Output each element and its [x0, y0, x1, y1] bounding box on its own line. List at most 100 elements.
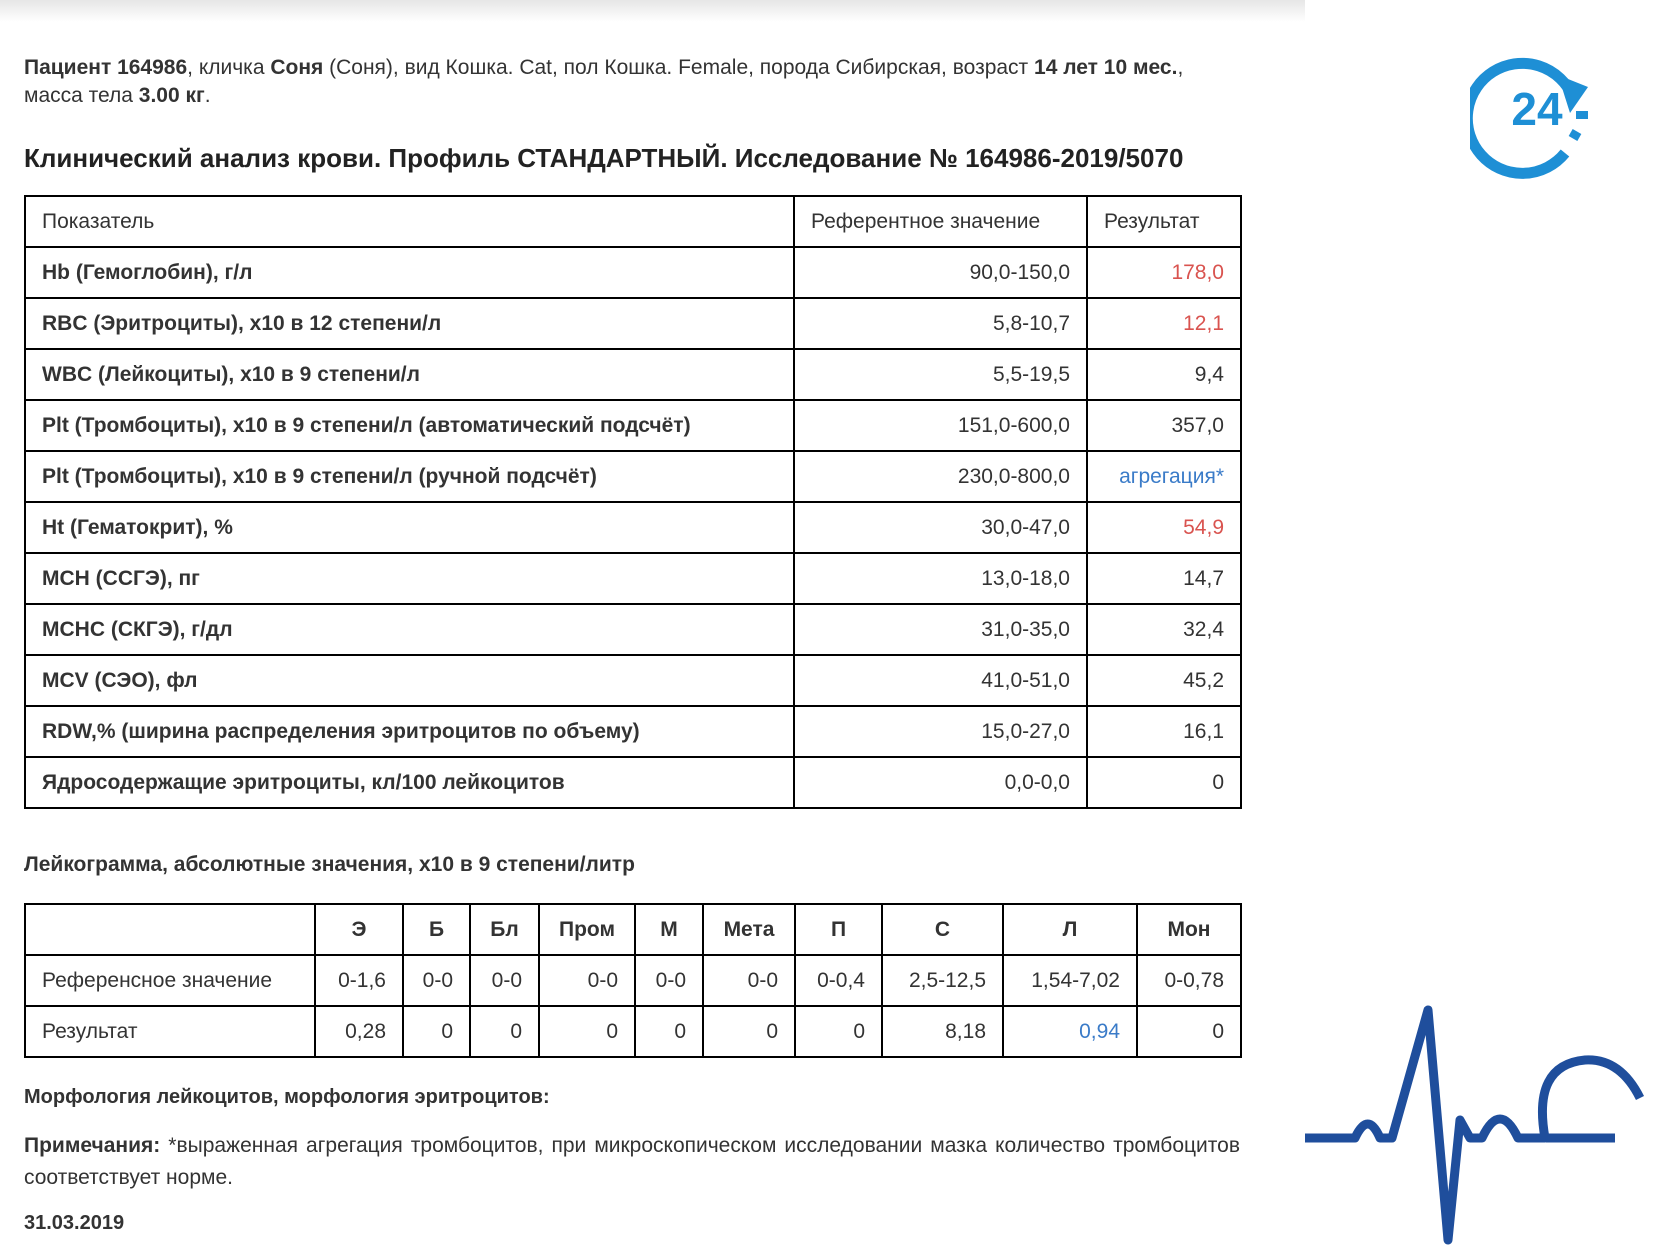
reference: 30,0-47,0: [793, 501, 1088, 554]
header-cell: Пром: [538, 903, 636, 956]
value: 0,94: [1002, 1005, 1138, 1058]
value: 8,18: [881, 1005, 1004, 1058]
header-cell: С: [881, 903, 1004, 956]
header-cell: Л: [1002, 903, 1138, 956]
result: агрегация*: [1086, 450, 1242, 503]
data-row: Plt (Тромбоциты), x10 в 9 степени/л (авт…: [24, 399, 1242, 452]
header-cell: Б: [402, 903, 471, 956]
data-row: MCH (ССГЭ), пг 13,0-18,0 14,7: [24, 552, 1242, 605]
reference: 151,0-600,0: [793, 399, 1088, 452]
header-cell: Показатель: [24, 195, 795, 248]
logo-24: 24: [1470, 57, 1588, 179]
logo-dash: [1576, 111, 1588, 119]
value: 0-0: [402, 954, 471, 1007]
result: 54,9: [1086, 501, 1242, 554]
reference: 13,0-18,0: [793, 552, 1088, 605]
reference: 5,5-19,5: [793, 348, 1088, 401]
header-cell: Референтное значение: [793, 195, 1088, 248]
result: 12,1: [1086, 297, 1242, 350]
logo-arc: [1470, 57, 1579, 179]
notes-label: Примечания:: [24, 1134, 161, 1157]
value: 2,5-12,5: [881, 954, 1004, 1007]
patient-info: Пациент 164986, кличка Соня (Соня), вид …: [24, 54, 1240, 110]
value: 0: [794, 1005, 883, 1058]
reference: 230,0-800,0: [793, 450, 1088, 503]
parameter: Hb (Гемоглобин), г/л: [24, 246, 795, 299]
data-row: Ht (Гематокрит), % 30,0-47,0 54,9: [24, 501, 1242, 554]
result: 0: [1086, 756, 1242, 809]
header-row: Показатель Референтное значение Результат: [24, 195, 1242, 248]
parameter: Ядросодержащие эритроциты, кл/100 лейкоц…: [24, 756, 795, 809]
data-row: Plt (Тромбоциты), x10 в 9 степени/л (руч…: [24, 450, 1242, 503]
patient-part: 3.00 кг: [138, 84, 205, 107]
header-cell: П: [794, 903, 883, 956]
notes: Примечания: *выраженная агрегация тромбо…: [24, 1130, 1240, 1194]
header-cell: Результат: [1086, 195, 1242, 248]
data-row: MCHC (СКГЭ), г/дл 31,0-35,0 32,4: [24, 603, 1242, 656]
logo-dash: [1568, 129, 1582, 141]
data-row: Референсное значение 0-1,6 0-0 0-0 0-0 0-0 0-0…: [24, 954, 1242, 1007]
reference: 41,0-51,0: [793, 654, 1088, 707]
header-cell: Мета: [702, 903, 796, 956]
parameter: Plt (Тромбоциты), x10 в 9 степени/л (авт…: [24, 399, 795, 452]
data-row: RBC (Эритроциты), x10 в 12 степени/л 5,8-…: [24, 297, 1242, 350]
header-cell: Бл: [469, 903, 540, 956]
leukogram-title: Лейкограмма, абсолютные значения, x10 в …: [24, 853, 635, 876]
value: 0: [1136, 1005, 1242, 1058]
value: 0-0,4: [794, 954, 883, 1007]
notes-text: *выраженная агрегация тромбоцитов, при м…: [24, 1134, 1240, 1189]
result: 32,4: [1086, 603, 1242, 656]
data-row: WBC (Лейкоциты), x10 в 9 степени/л 5,5-19…: [24, 348, 1242, 401]
patient-part: .: [204, 84, 211, 107]
value: 0-0: [469, 954, 540, 1007]
value: 0-0,78: [1136, 954, 1242, 1007]
value: 0-0: [702, 954, 796, 1007]
corner-cell: [24, 903, 316, 956]
header-cell: Мон: [1136, 903, 1242, 956]
patient-part: Соня: [270, 56, 324, 79]
result: 14,7: [1086, 552, 1242, 605]
patient-part: 14 лет 10 мес.: [1034, 56, 1178, 79]
parameter: Plt (Тромбоциты), x10 в 9 степени/л (руч…: [24, 450, 795, 503]
date: 31.03.2019: [24, 1212, 125, 1234]
value: 0: [634, 1005, 704, 1058]
heartbeat-line: [1305, 1005, 1645, 1245]
parameter: Ht (Гематокрит), %: [24, 501, 795, 554]
leukogram-table: Э Б Бл Пром М Мета П С Л Мон Референсное значение 0…: [24, 903, 1242, 1058]
data-row: Ядросодержащие эритроциты, кл/100 лейкоц…: [24, 756, 1242, 809]
result: 16,1: [1086, 705, 1242, 758]
top-shadow: [0, 0, 1305, 22]
reference: 15,0-27,0: [793, 705, 1088, 758]
patient-part: (Соня), вид Кошка. Cat, пол Кошка. Femal…: [323, 56, 1035, 79]
morphology: Морфология лейкоцитов, морфология эритро…: [24, 1086, 550, 1108]
value: 0: [538, 1005, 636, 1058]
header-row: Э Б Бл Пром М Мета П С Л Мон: [24, 903, 1242, 956]
row-label: Референсное значение: [24, 954, 316, 1007]
logo-text: 24: [1511, 83, 1563, 135]
row-label: Результат: [24, 1005, 316, 1058]
value: 0,28: [314, 1005, 404, 1058]
patient-part: , масса тела: [24, 56, 1184, 107]
value: 0: [702, 1005, 796, 1058]
parameter: MCH (ССГЭ), пг: [24, 552, 795, 605]
reference: 5,8-10,7: [793, 297, 1088, 350]
header-cell: М: [634, 903, 704, 956]
reference: 0,0-0,0: [793, 756, 1088, 809]
parameter: MCHC (СКГЭ), г/дл: [24, 603, 795, 656]
data-row: Результат 0,28 0 0 0 0 0 0 8,18 0,94 0: [24, 1005, 1242, 1058]
title: Клинический анализ крови. Профиль СТАНДА…: [24, 143, 1184, 173]
patient-part: Пациент 164986: [24, 56, 188, 79]
value: 0: [469, 1005, 540, 1058]
result: 178,0: [1086, 246, 1242, 299]
value: 0: [402, 1005, 471, 1058]
reference: 90,0-150,0: [793, 246, 1088, 299]
blood-table: Показатель Референтное значение Результат H…: [24, 195, 1242, 809]
parameter: RBC (Эритроциты), x10 в 12 степени/л: [24, 297, 795, 350]
value: 0-1,6: [314, 954, 404, 1007]
result: 45,2: [1086, 654, 1242, 707]
parameter: WBC (Лейкоциты), x10 в 9 степени/л: [24, 348, 795, 401]
logo-arrow: [1558, 75, 1588, 113]
reference: 31,0-35,0: [793, 603, 1088, 656]
data-row: MCV (СЭО), фл 41,0-51,0 45,2: [24, 654, 1242, 707]
value: 0-0: [538, 954, 636, 1007]
